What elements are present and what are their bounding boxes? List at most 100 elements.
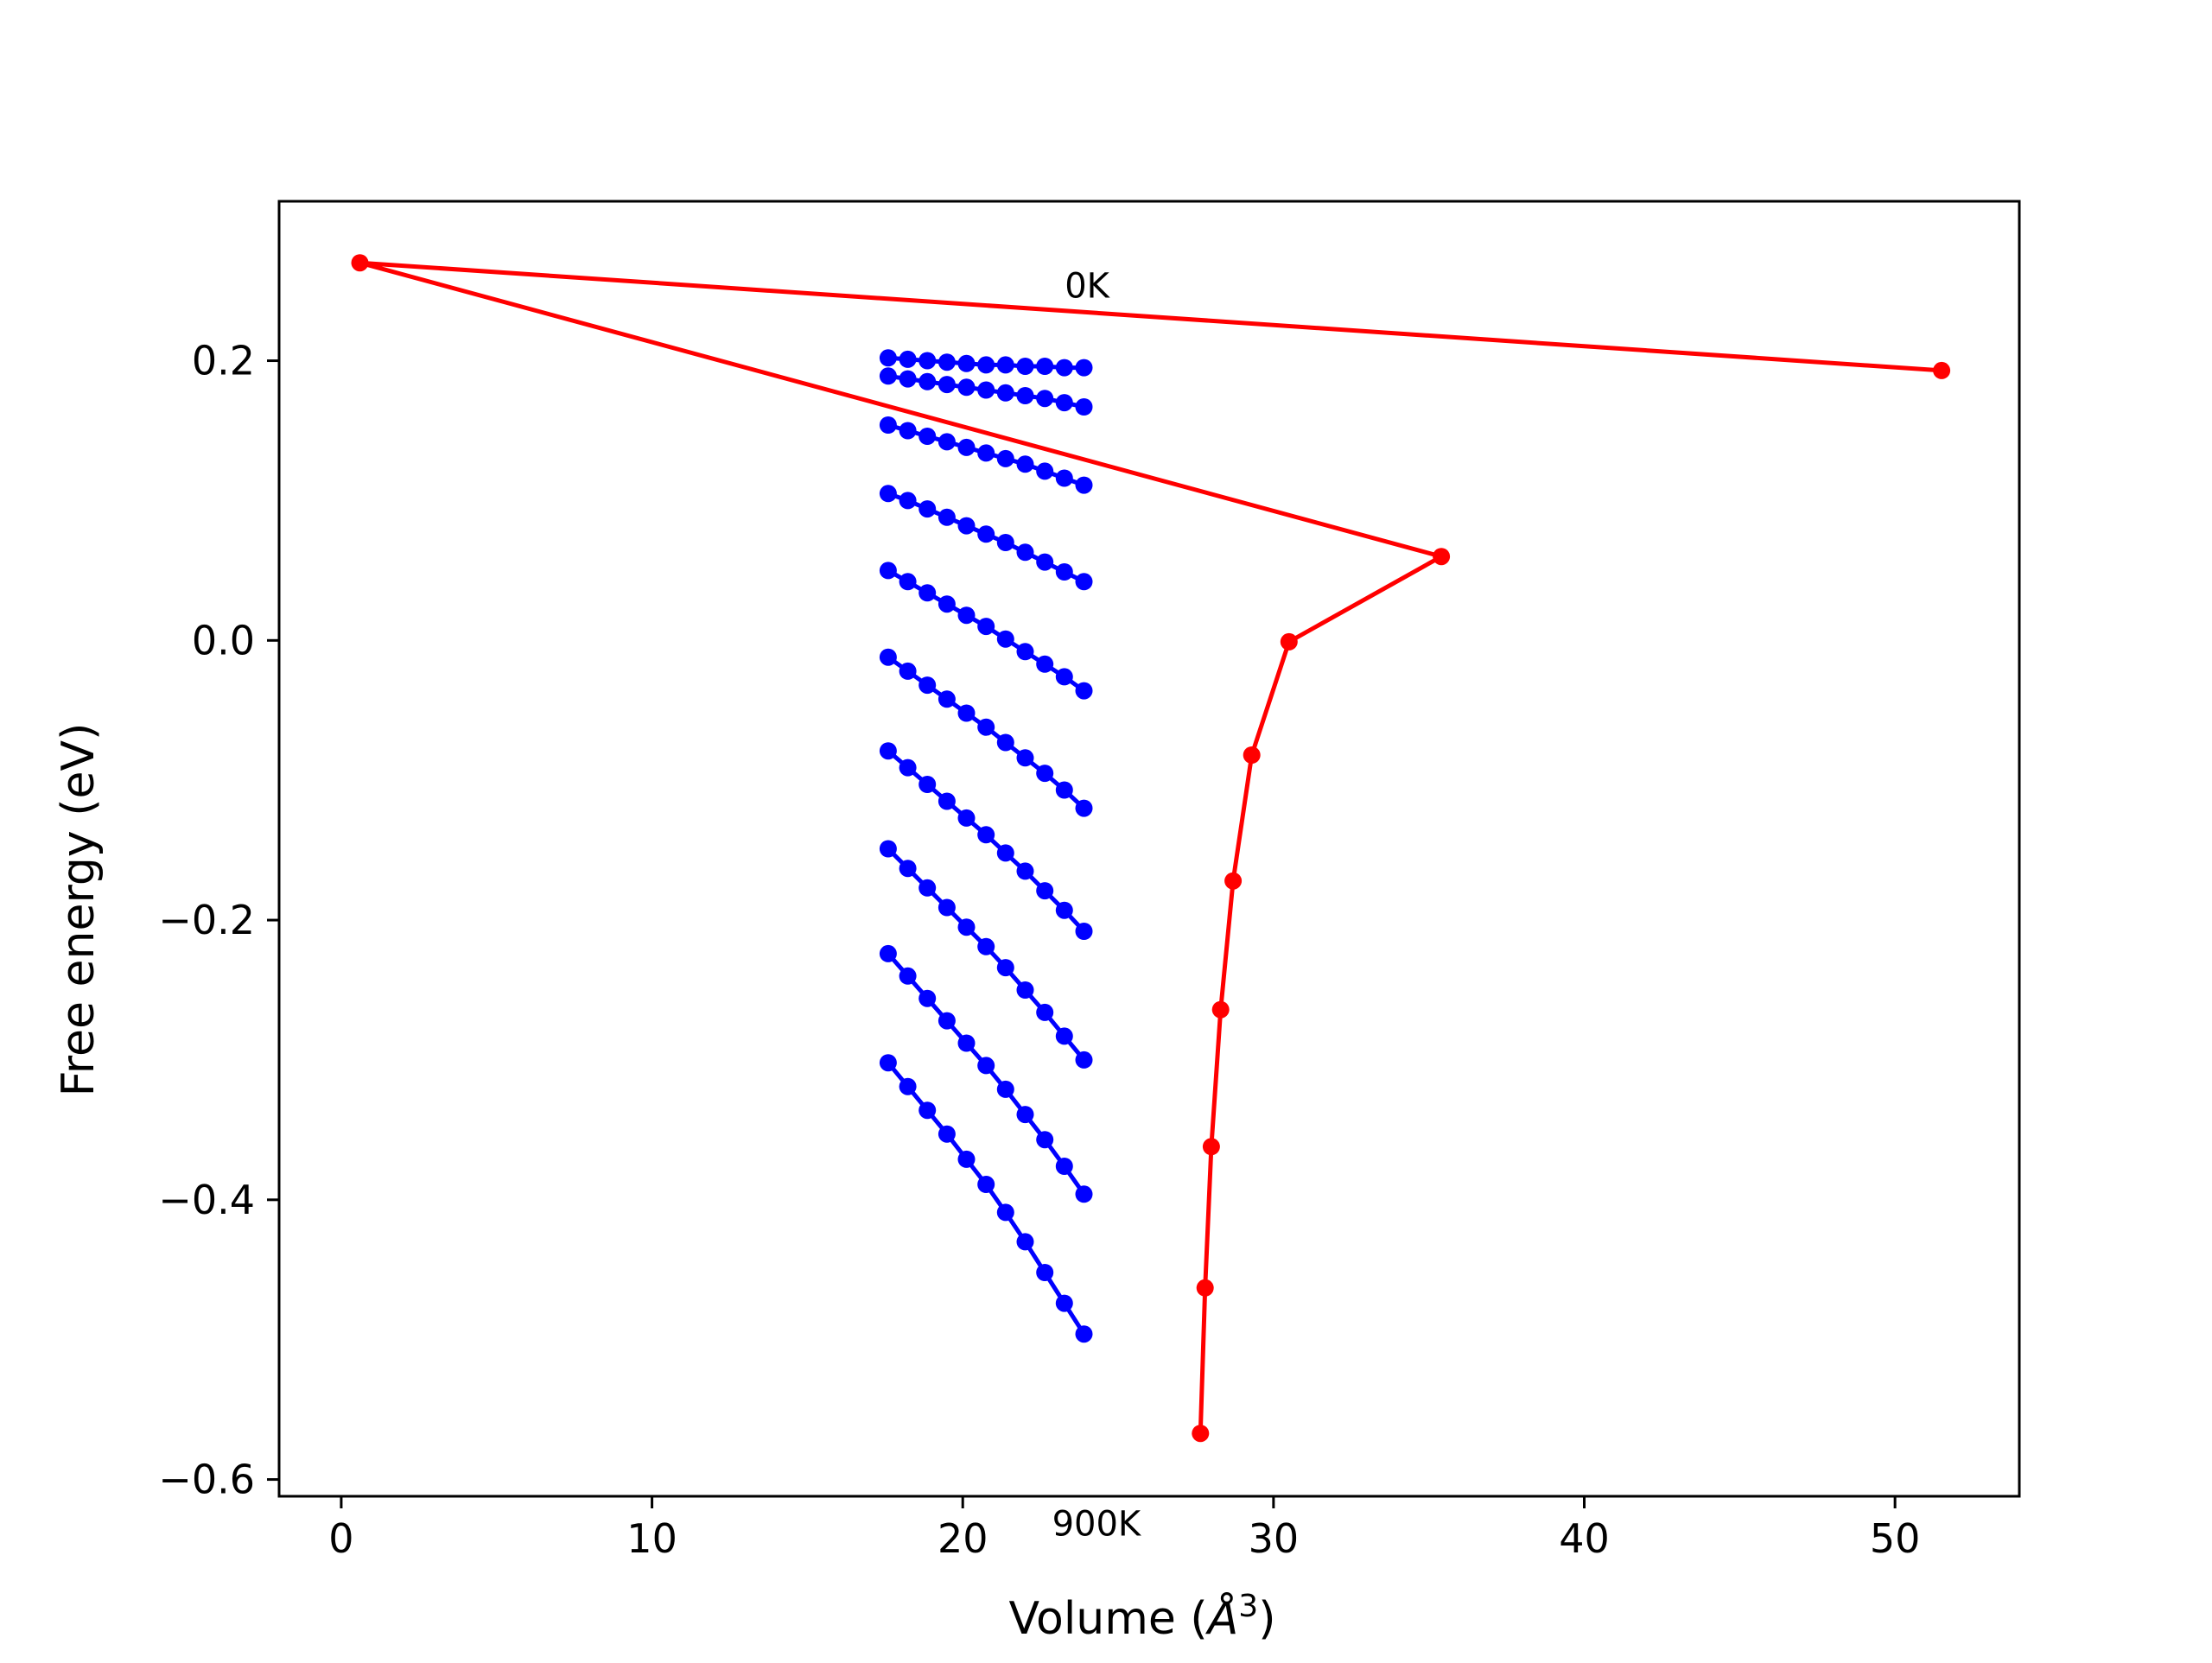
isotherms-point xyxy=(977,1176,995,1193)
isotherms-point xyxy=(1055,469,1073,487)
isotherms-point xyxy=(1036,390,1054,408)
isotherms-point xyxy=(1036,1003,1054,1021)
minimum-point xyxy=(1243,746,1261,764)
isotherms-point xyxy=(996,1203,1014,1222)
isotherms-point xyxy=(1075,799,1093,817)
isotherms-point xyxy=(1055,1027,1073,1045)
isotherms-point xyxy=(977,718,995,736)
isotherms-point xyxy=(1036,553,1054,571)
isotherms-series-1 xyxy=(879,367,1093,416)
minimum-point xyxy=(1933,361,1951,379)
isotherms-point xyxy=(879,648,897,666)
series-layer xyxy=(351,254,1951,1443)
x-axis-label-power: 3 xyxy=(1238,1589,1258,1624)
tick-layer: 0 10 20 30 40 50 −0.6 −0.4 −0.2 0.0 0.2 xyxy=(158,338,1920,1562)
isotherms-point xyxy=(938,508,956,526)
isotherms-point xyxy=(1055,1158,1073,1175)
isotherms-point xyxy=(1036,1264,1054,1281)
isotherms-point xyxy=(938,376,956,394)
x-tick-label: 40 xyxy=(1559,1515,1610,1562)
isotherms-series-0 xyxy=(879,349,1093,377)
y-tick-label: 0.2 xyxy=(192,338,255,384)
isotherms-point xyxy=(918,584,937,602)
isotherms-point xyxy=(899,492,917,510)
isotherms-point xyxy=(899,967,917,985)
isotherms-point xyxy=(918,428,937,445)
isotherms-point xyxy=(977,356,995,374)
isotherms-point xyxy=(957,354,976,372)
x-axis-label: Volume (Å3) xyxy=(1009,1589,1276,1645)
isotherms-point xyxy=(938,1012,956,1030)
isotherms-point xyxy=(879,416,897,434)
isotherms-series-7 xyxy=(879,840,1093,1069)
isotherms-point xyxy=(1016,387,1034,404)
isotherms-point xyxy=(938,690,956,708)
isotherms-point xyxy=(899,350,917,368)
isotherms-point xyxy=(996,844,1014,862)
isotherms-series-4 xyxy=(879,562,1093,700)
isotherms-point xyxy=(1075,359,1093,377)
isotherms-series-3 xyxy=(879,485,1093,591)
isotherms-point xyxy=(957,438,976,456)
isotherms-point xyxy=(899,860,917,878)
x-axis-label-main: Volume ( xyxy=(1009,1593,1208,1645)
minimum-point xyxy=(351,254,369,272)
isotherms-point xyxy=(1016,455,1034,473)
isotherms-point xyxy=(1055,901,1073,919)
y-tick-label: −0.2 xyxy=(158,897,255,943)
isotherms-point xyxy=(1016,643,1034,661)
isotherms-point xyxy=(938,1125,956,1143)
isotherms-point xyxy=(938,433,956,451)
isotherms-series-9 xyxy=(879,1054,1093,1343)
isotherms-point xyxy=(996,1080,1014,1098)
y-tick-label: −0.6 xyxy=(158,1457,255,1503)
minimum-series-10 xyxy=(351,254,1951,1443)
isotherms-point xyxy=(1016,981,1034,999)
isotherms-point xyxy=(957,378,976,397)
y-tick-label: −0.4 xyxy=(158,1177,255,1223)
isotherms-point xyxy=(1016,358,1034,375)
isotherms-point xyxy=(996,959,1014,977)
isotherms-point xyxy=(918,372,937,390)
isotherms-point xyxy=(957,1150,976,1168)
isotherms-point xyxy=(1036,882,1054,900)
minimum-line-10 xyxy=(358,260,1942,1434)
isotherms-point xyxy=(879,367,897,385)
isotherms-point xyxy=(1075,923,1093,940)
isotherms-point xyxy=(899,573,917,591)
isotherms-point xyxy=(957,1034,976,1052)
isotherms-series-2 xyxy=(879,416,1093,494)
isotherms-point xyxy=(899,370,917,388)
isotherms-point xyxy=(938,353,956,371)
isotherms-point xyxy=(1075,476,1093,494)
isotherms-point xyxy=(1016,862,1034,880)
isotherms-point xyxy=(957,704,976,722)
isotherms-point xyxy=(977,937,995,955)
x-axis-label-close: ) xyxy=(1258,1593,1275,1645)
isotherms-point xyxy=(996,449,1014,467)
isotherms-point xyxy=(1036,1131,1054,1149)
annotation-label: 900K xyxy=(1052,1504,1142,1544)
isotherms-point xyxy=(957,606,976,625)
minimum-point xyxy=(1211,1000,1230,1019)
isotherms-point xyxy=(977,826,995,844)
isotherms-point xyxy=(918,989,937,1007)
isotherms-point xyxy=(1055,394,1073,412)
isotherms-point xyxy=(1055,359,1073,377)
isotherms-point xyxy=(957,918,976,936)
minimum-point xyxy=(1224,872,1243,890)
isotherms-point xyxy=(1055,668,1073,686)
isotherms-point xyxy=(996,534,1014,551)
isotherms-point xyxy=(879,485,897,503)
isotherms-point xyxy=(899,422,917,440)
x-tick-label: 20 xyxy=(938,1515,988,1562)
isotherms-point xyxy=(879,349,897,367)
isotherms-point xyxy=(957,517,976,535)
isotherms-point xyxy=(879,1054,897,1072)
isotherms-point xyxy=(1075,573,1093,591)
isotherms-point xyxy=(1036,462,1054,480)
isotherms-point xyxy=(1075,1185,1093,1203)
isotherms-point xyxy=(1036,358,1054,375)
